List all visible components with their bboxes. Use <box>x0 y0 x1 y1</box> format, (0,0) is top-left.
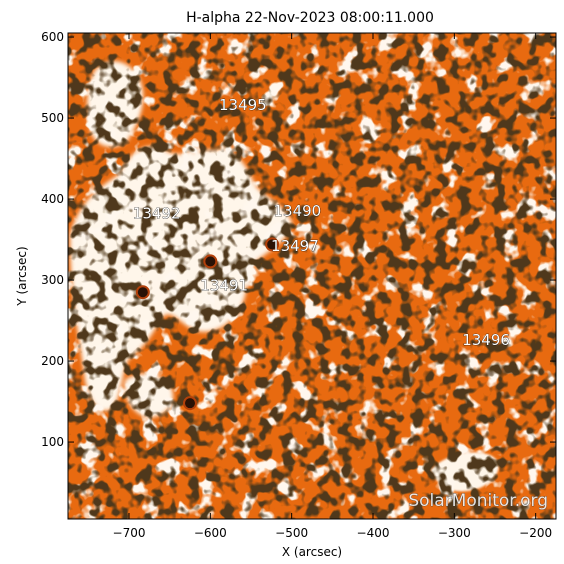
y-axis-ticks: 100 200 300 400 500 600 <box>41 30 556 449</box>
x-tick-label: −600 <box>194 526 227 540</box>
y-tick-label: 500 <box>41 111 64 125</box>
sunspot <box>135 285 150 300</box>
y-tick-label: 400 <box>41 192 64 206</box>
plot-frame <box>67 32 557 520</box>
sunspots <box>135 237 280 411</box>
y-axis-label: Y (arcsec) <box>15 246 29 306</box>
x-tick-label: −700 <box>113 526 146 540</box>
halpha-image: 13495 13490 13492 13497 13491 13496 <box>68 33 556 519</box>
x-axis-ticks: −700 −600 −500 −400 −300 −200 <box>113 33 552 540</box>
sunspot <box>265 237 280 252</box>
y-tick-label: 200 <box>41 354 64 368</box>
sunspot <box>203 254 218 269</box>
x-tick-label: −300 <box>438 526 471 540</box>
active-region-label-13490: 13490 <box>274 202 322 220</box>
x-tick-label: −500 <box>275 526 308 540</box>
active-region-label-13492: 13492 <box>133 205 181 223</box>
active-region-label-13495: 13495 <box>219 96 267 114</box>
dark-fibrils <box>68 33 556 519</box>
y-tick-label: 100 <box>41 435 64 449</box>
x-axis-label: X (arcsec) <box>282 545 342 559</box>
active-region-label-13497: 13497 <box>271 237 319 255</box>
active-region-label-13496: 13496 <box>462 331 510 349</box>
x-tick-label: −200 <box>519 526 552 540</box>
x-tick-label: −400 <box>357 526 390 540</box>
image-title: H-alpha 22-Nov-2023 08:00:11.000 <box>186 10 434 26</box>
y-tick-label: 300 <box>41 273 64 287</box>
active-region-label-13491: 13491 <box>200 277 248 295</box>
sunspot <box>183 396 197 411</box>
y-tick-label: 600 <box>41 30 64 44</box>
active-region-labels: 13495 13490 13492 13497 13491 13496 <box>132 96 510 349</box>
solarmonitor-watermark: SolarMonitor.org <box>408 491 548 511</box>
